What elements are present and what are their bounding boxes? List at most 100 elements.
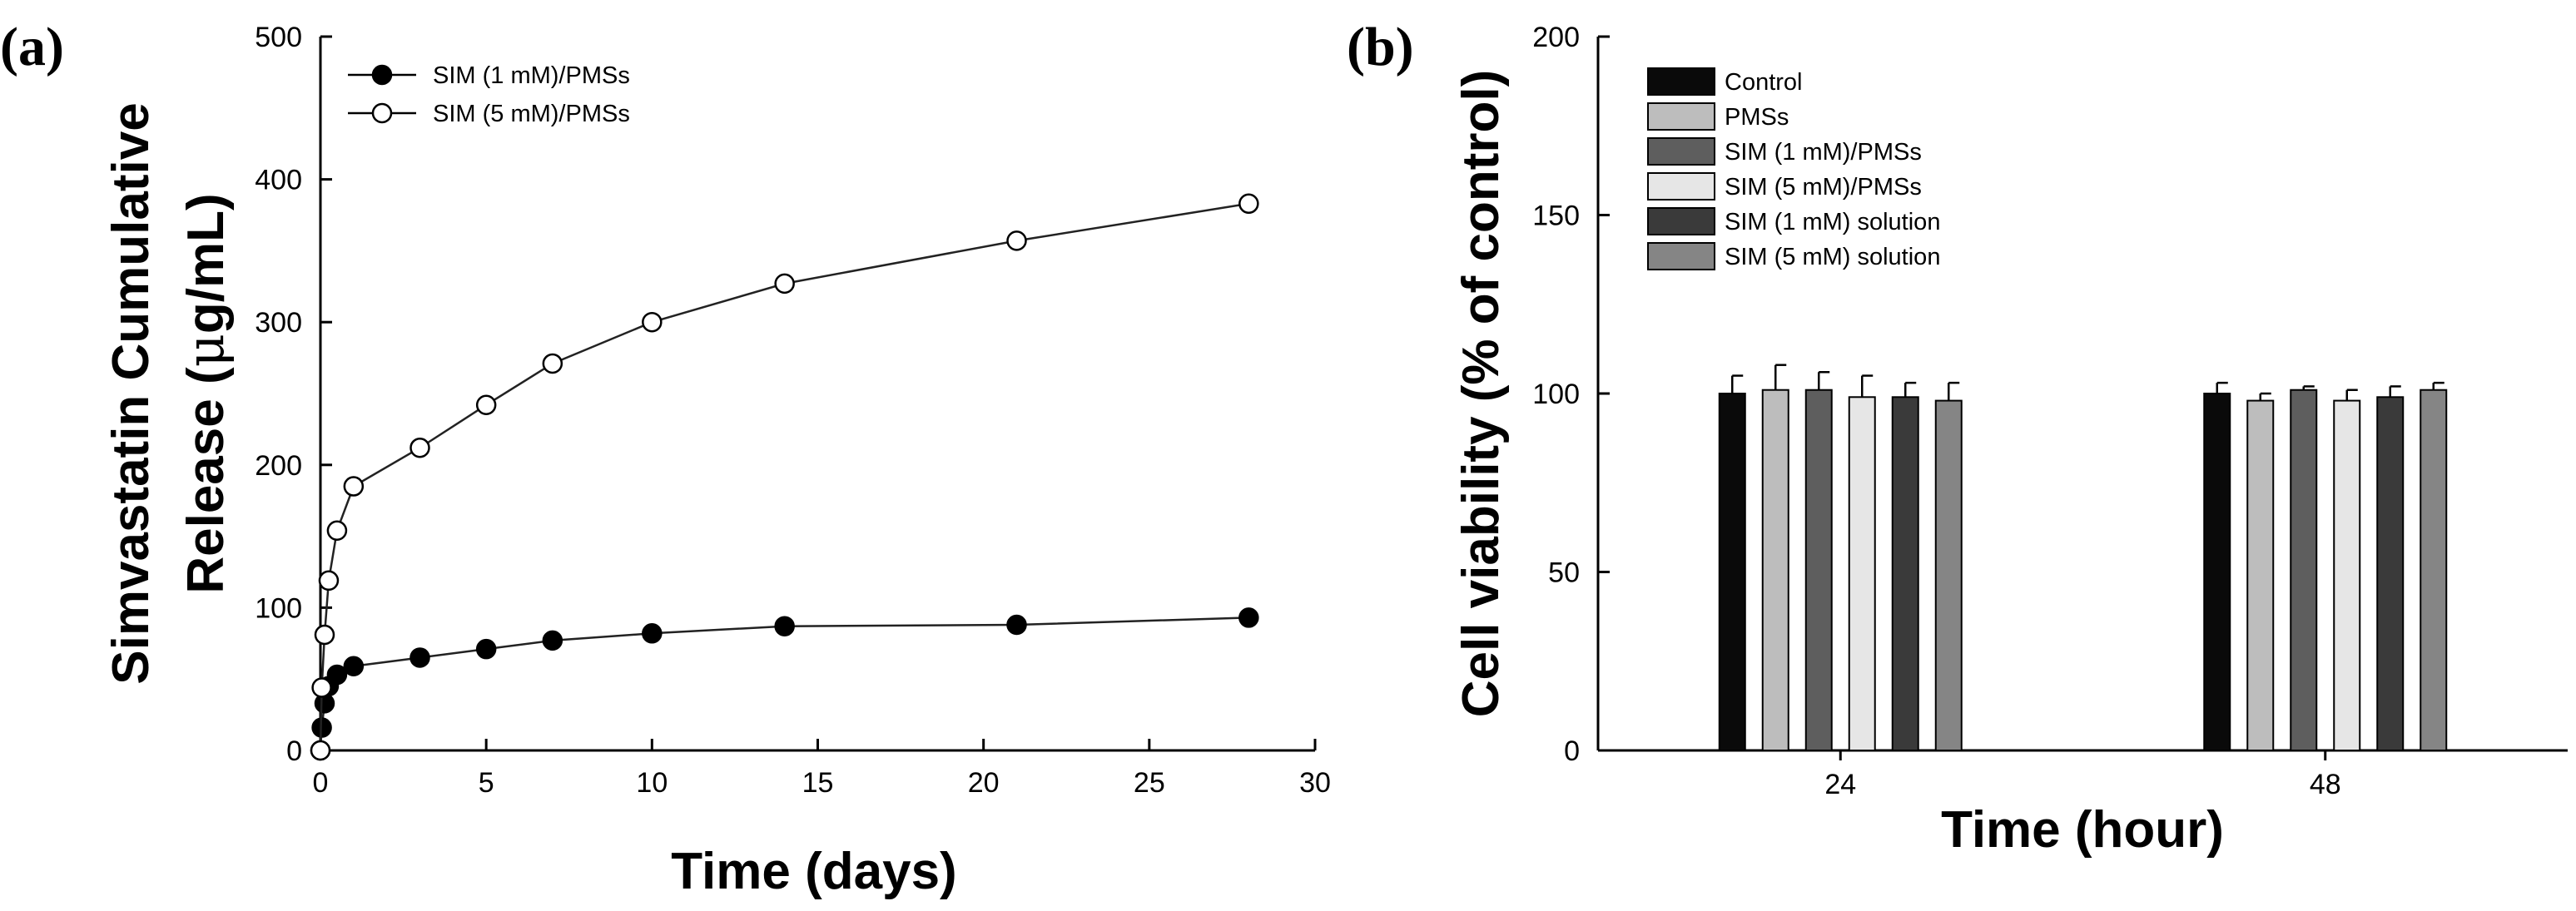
data-point [326, 520, 348, 541]
legend-label: SIM (5 mM) solution [1725, 244, 1940, 270]
bar-sim-5-mm-pmss [2333, 399, 2361, 751]
panel-b-x-ticks: 24 48 [1824, 750, 2341, 800]
bar-sim-5-mm-pmss [1848, 396, 1876, 751]
panel-a-series [310, 193, 1259, 761]
legend-label: SIM (1 mM) solution [1725, 209, 1940, 235]
x-tick-label: 20 [968, 767, 1000, 799]
legend-label: Control [1725, 69, 1803, 96]
bar-control [1718, 393, 1746, 751]
legend-item-pmss: PMSs [1647, 102, 1789, 131]
x-tick-label: 30 [1299, 767, 1331, 799]
legend-label: PMSs [1725, 104, 1789, 131]
legend-label-sim-1mm-pmss: SIM (1 mM)/PMSs [433, 62, 630, 89]
legend-item-sim-1-mm-solution: SIM (1 mM) solution [1647, 207, 1940, 235]
panel-b-y-axis-title: Cell viability (% of control) [1452, 70, 1510, 718]
open-circle-marker-icon [371, 102, 393, 124]
data-point [326, 664, 348, 686]
x-tick-label: 48 [2310, 769, 2341, 800]
data-point [475, 394, 497, 415]
bar-sim-1-mm-solution [1891, 396, 1919, 751]
filled-circle-marker-icon [371, 64, 393, 86]
data-point [310, 740, 331, 761]
bar-sim-1-mm-solution [2376, 396, 2405, 751]
data-point [343, 656, 365, 677]
x-tick-label: 15 [802, 767, 834, 799]
bar-sim-5-mm-solution [2420, 389, 2448, 751]
bar-sim-1-mm-pmss [2290, 389, 2318, 751]
panel-a-y-ticks: 0 100 200 300 400 500 [255, 22, 332, 767]
panel-a-x-axis-title: Time (days) [671, 843, 956, 900]
y-tick-label: 400 [255, 165, 302, 196]
bar-pmss [2246, 399, 2275, 751]
legend-item-control: Control [1647, 67, 1803, 96]
bar-group-48 [2203, 381, 2448, 751]
legend-item-sim-1mm-pmss: SIM (1 mM)/PMSs [348, 62, 630, 89]
panel-a-x-ticks: 0 5 10 15 20 25 30 [313, 739, 1331, 799]
panel-a-y-axis-title-line2: Release (μg/mL) [175, 193, 236, 593]
data-point [1238, 607, 1259, 628]
bar-group-24 [1718, 364, 1963, 751]
x-tick-label: 25 [1134, 767, 1165, 799]
legend-item-sim-5-mm-solution: SIM (5 mM) solution [1647, 242, 1940, 270]
panel-b-x-axis-title: Time (hour) [1941, 801, 2224, 859]
y-tick-label: 100 [255, 592, 302, 624]
x-tick-label: 5 [479, 767, 494, 799]
data-point [1238, 193, 1259, 215]
series-sim-5-mm-pmss [310, 193, 1259, 761]
data-point [314, 624, 335, 646]
legend-label: SIM (1 mM)/PMSs [1725, 139, 1922, 166]
y-tick-label: 0 [1564, 735, 1580, 767]
legend-swatch [1647, 172, 1715, 201]
legend-item-sim-5mm-pmss: SIM (5 mM)/PMSs [348, 101, 630, 127]
data-point [774, 616, 795, 636]
data-point [343, 476, 365, 497]
legend-swatch [1647, 67, 1715, 96]
panel-b-viability-chart: (b) 0 50 100 150 200 24 48 Cell viability (% … [1347, 17, 2568, 859]
series-line [319, 616, 1249, 751]
data-point [409, 647, 430, 668]
data-point [542, 353, 563, 374]
y-tick-label: 300 [255, 307, 302, 339]
panel-b-legend: Control PMSs SIM (1 mM)/PMSs SIM (5 mM)/PMS… [1647, 67, 1940, 270]
bar-sim-5-mm-solution [1934, 399, 1963, 751]
legend-swatch [1647, 137, 1715, 166]
panel-a-legend: SIM (1 mM)/PMSs SIM (5 mM)/PMSs [348, 62, 630, 127]
bar-pmss [1761, 389, 1789, 751]
data-point [409, 437, 430, 458]
x-tick-label: 0 [313, 767, 329, 799]
bar-control [2203, 393, 2231, 751]
data-point [774, 273, 795, 295]
data-point [475, 638, 497, 660]
legend-item-sim-1-mm-pmss: SIM (1 mM)/PMSs [1647, 137, 1922, 166]
legend-swatch [1647, 102, 1715, 131]
x-tick-label: 10 [636, 767, 668, 799]
data-point [642, 311, 663, 333]
legend-swatch [1647, 207, 1715, 235]
y-tick-label: 50 [1548, 557, 1580, 589]
data-point [1006, 230, 1027, 251]
panel-b-bars [1718, 364, 2448, 751]
panel-a-release-chart: (a) 0 100 200 300 400 500 0 5 10 15 20 25 30 Simvas… [0, 17, 1331, 900]
y-tick-label: 0 [286, 735, 302, 767]
panel-b-label: (b) [1347, 17, 1414, 77]
x-tick-label: 24 [1824, 769, 1856, 800]
y-tick-label: 200 [1532, 22, 1580, 53]
legend-label: SIM (5 mM)/PMSs [1725, 174, 1922, 201]
data-point [1006, 614, 1027, 636]
y-tick-label: 500 [255, 22, 302, 53]
y-tick-label: 200 [255, 450, 302, 482]
data-point [542, 630, 563, 651]
legend-swatch [1647, 242, 1715, 270]
panel-a-y-axis-title-line1: Simvastatin Cumulative [102, 102, 160, 684]
y-tick-label: 150 [1532, 201, 1580, 232]
data-point [318, 570, 340, 592]
data-point [642, 623, 663, 644]
y-tick-label: 100 [1532, 379, 1580, 410]
series-sim-1-mm-pmss [310, 607, 1259, 761]
panel-a-label: (a) [0, 17, 64, 77]
legend-item-sim-5-mm-pmss: SIM (5 mM)/PMSs [1647, 172, 1922, 201]
legend-label-sim-5mm-pmss: SIM (5 mM)/PMSs [433, 101, 630, 127]
panel-b-y-ticks: 0 50 100 150 200 [1532, 22, 1610, 767]
data-point [311, 677, 332, 698]
